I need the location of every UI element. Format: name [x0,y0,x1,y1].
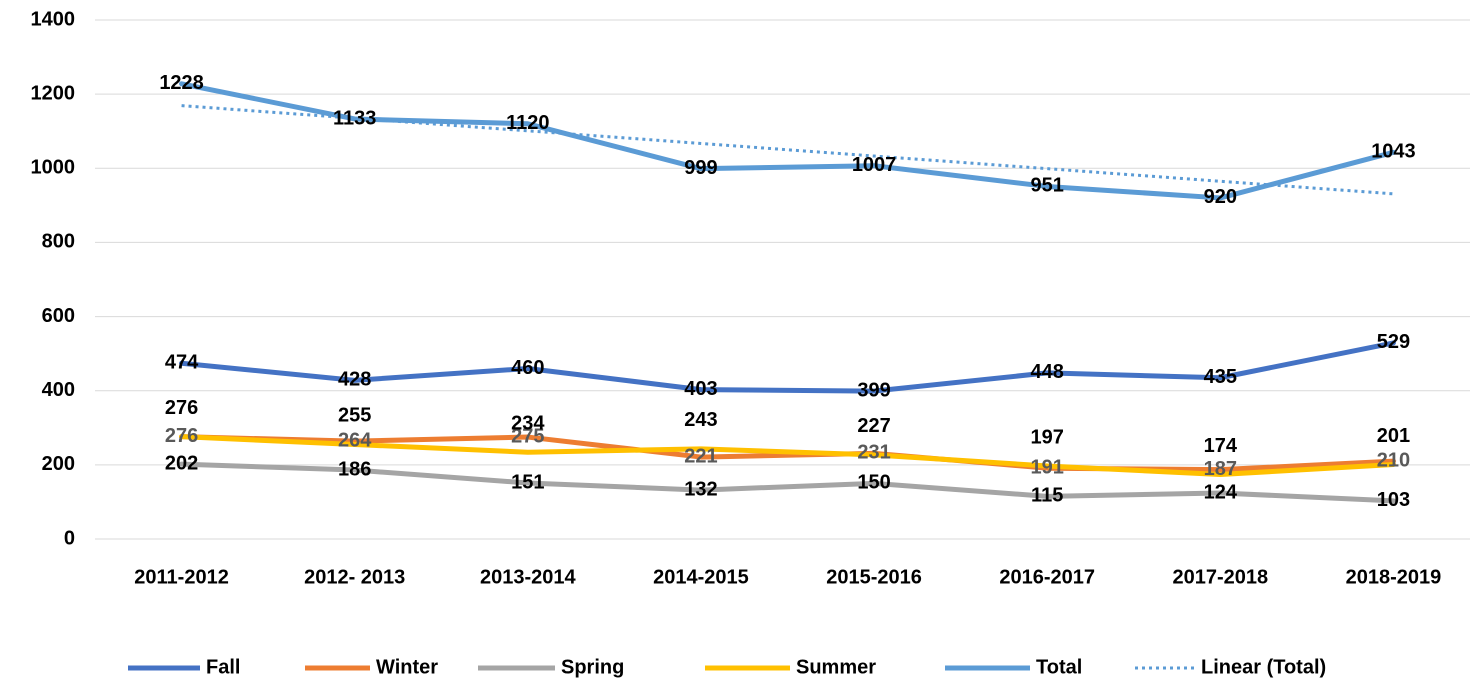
series-line [179,434,1396,473]
x-tick-label: 2017-2018 [1172,566,1268,588]
x-tick-label: 2016-2017 [999,566,1095,588]
data-label: 174 [1204,435,1238,457]
data-label: 399 [857,379,890,401]
data-label: 1043 [1371,141,1416,163]
y-tick-label: 600 [42,305,75,327]
legend-label: Summer [796,656,876,678]
series-line [179,434,1396,477]
data-label: 115 [1031,485,1063,507]
data-label: 920 [1204,186,1237,208]
data-label: 150 [857,472,890,494]
series-line [179,340,1396,394]
x-tick-label: 2018-2019 [1346,566,1442,588]
data-label: 255 [338,405,371,427]
series-line [179,461,1396,504]
data-label: 221 [684,445,717,467]
x-tick-label: 2015-2016 [826,566,922,588]
data-label: 132 [684,478,717,500]
data-label: 210 [1377,449,1410,471]
data-label: 187 [1204,458,1237,480]
legend-label: Total [1036,656,1082,678]
data-label: 151 [511,471,544,493]
data-label: 276 [165,425,198,447]
data-label: 1228 [159,72,204,94]
data-label: 460 [511,357,544,379]
data-label: 124 [1204,481,1238,503]
y-tick-label: 1000 [31,157,76,179]
data-label: 201 [1377,425,1410,447]
data-label: 474 [165,352,199,374]
data-label: 197 [1031,426,1064,448]
x-tick-label: 2011-2012 [134,566,229,588]
y-tick-label: 0 [64,527,75,549]
y-tick-label: 200 [42,453,75,475]
legend-label: Fall [206,656,240,678]
data-label: 448 [1031,361,1064,383]
data-label: 191 [1031,456,1064,478]
data-label: 103 [1377,489,1410,511]
data-label: 999 [684,157,717,179]
data-label: 1007 [852,154,897,176]
data-label: 275 [511,425,544,447]
data-label: 428 [338,369,371,391]
data-label: 1120 [506,112,549,134]
x-tick-label: 2013-2014 [480,566,577,588]
data-label: 202 [165,452,198,474]
data-label: 231 [857,442,890,464]
legend-label: Spring [561,656,624,678]
data-label: 264 [338,429,372,451]
data-label: 529 [1377,331,1410,353]
legend-label: Winter [376,656,438,678]
data-label: 1133 [333,107,376,129]
series-line [179,81,1396,201]
y-tick-label: 1400 [31,8,76,30]
legend-label: Linear (Total) [1201,656,1326,678]
data-label: 951 [1031,175,1064,197]
data-label: 243 [684,409,717,431]
data-label: 227 [857,415,890,437]
y-tick-label: 800 [42,231,75,253]
data-label: 186 [338,458,371,480]
y-tick-label: 1200 [31,82,76,104]
x-tick-label: 2014-2015 [653,566,749,588]
data-label: 276 [165,397,198,419]
data-label: 234 [511,413,545,435]
data-label: 403 [684,378,717,400]
data-label: 435 [1204,366,1237,388]
x-tick-label: 2012- 2013 [304,566,405,588]
y-tick-label: 400 [42,379,75,401]
